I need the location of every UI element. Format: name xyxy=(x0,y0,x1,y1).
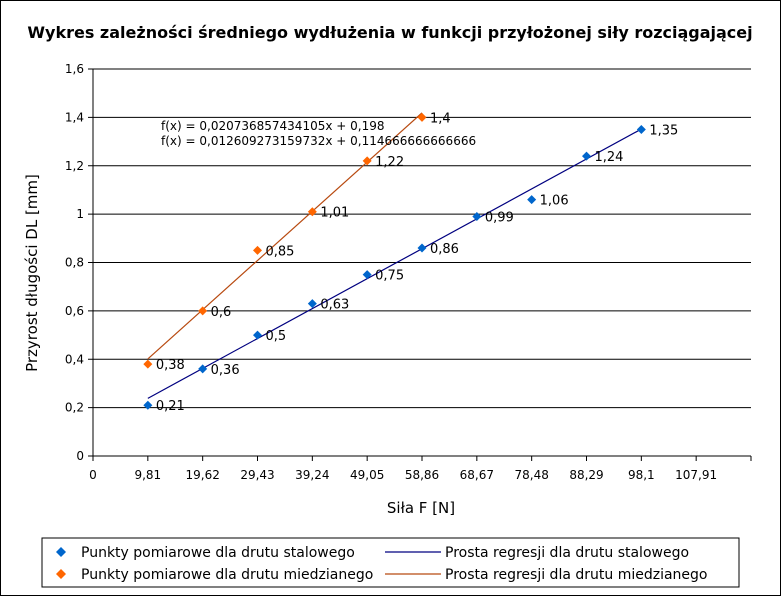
legend-label: Punkty pomiarowe dla drutu stalowego xyxy=(81,545,355,561)
data-point xyxy=(362,270,372,280)
y-axis-label: Przyrost długości DL [mm] xyxy=(23,174,41,372)
y-tick-label: 0,4 xyxy=(65,352,84,366)
data-point xyxy=(198,306,208,316)
data-label: 1,35 xyxy=(649,123,678,138)
data-label: 1,01 xyxy=(320,206,349,221)
x-tick-label: 68,67 xyxy=(460,468,494,482)
regression-line xyxy=(147,128,642,399)
y-tick-label: 1,2 xyxy=(65,159,84,173)
data-label: 0,36 xyxy=(211,363,240,378)
y-tick-label: 1,4 xyxy=(65,110,84,124)
data-point xyxy=(417,243,427,253)
x-tick-label: 39,24 xyxy=(295,468,329,482)
regression-equation: f(x) = 0,012609273159732x + 0,1146666666… xyxy=(161,134,476,148)
legend-label: Prosta regresji dla drutu miedzianego xyxy=(445,567,707,583)
data-point xyxy=(582,151,591,161)
point-layer: 0,21 0,36 0,5 0,63 0,75 0,86 0,99 1,06 1,24 1,35 0… xyxy=(143,111,678,414)
x-tick-label: 98,1 xyxy=(628,468,655,482)
data-point xyxy=(362,156,372,166)
x-tick-label: 88,29 xyxy=(569,468,603,482)
data-point xyxy=(636,124,646,134)
data-point xyxy=(253,330,262,340)
x-tick-label: 107,91 xyxy=(675,468,717,482)
legend-label: Prosta regresji dla drutu stalowego xyxy=(445,545,689,561)
data-label: 0,21 xyxy=(156,399,185,414)
data-point xyxy=(307,299,317,309)
y-tick-label: 1,6 xyxy=(65,62,84,76)
x-tick-label: 78,48 xyxy=(514,468,548,482)
regression-line xyxy=(147,112,423,360)
y-tick-label: 0,6 xyxy=(65,304,84,318)
regression-layer xyxy=(147,112,642,399)
data-point xyxy=(143,400,153,410)
data-label: 0,38 xyxy=(156,358,185,373)
y-tick-label: 0,8 xyxy=(65,256,84,270)
chart-title: Wykres zależności średniego wydłużenia w… xyxy=(27,23,752,42)
data-point xyxy=(527,195,537,205)
regression-equation: f(x) = 0,020736857434105x + 0,198 xyxy=(161,119,384,133)
x-tick-label: 29,43 xyxy=(240,468,274,482)
data-label: 0,5 xyxy=(266,329,287,344)
axis-layer: 0 0,2 0,4 0,6 0,8 1 1,2 1,4 1,6 0 9,81 19,62 29,43 39… xyxy=(65,62,752,482)
x-tick-label: 0 xyxy=(89,468,97,482)
legend-box xyxy=(41,537,740,588)
data-label: 0,63 xyxy=(320,298,349,313)
data-label: 0,86 xyxy=(430,242,459,257)
x-axis-label: Siła F [N] xyxy=(387,499,455,517)
x-tick-label: 9,81 xyxy=(134,468,161,482)
data-label: 1,22 xyxy=(375,155,404,170)
data-point xyxy=(253,245,262,255)
data-label: 1,24 xyxy=(595,150,624,165)
data-label: 0,99 xyxy=(485,211,514,226)
legend: Punkty pomiarowe dla drutu stalowego Pros… xyxy=(41,537,740,588)
data-point xyxy=(198,364,208,374)
y-tick-label: 0,2 xyxy=(65,401,84,415)
legend-label: Punkty pomiarowe dla drutu miedzianego xyxy=(81,567,373,583)
y-tick-label: 1 xyxy=(76,207,84,221)
y-tick-label: 0 xyxy=(76,449,84,463)
data-point xyxy=(143,359,153,369)
data-label: 0,85 xyxy=(266,244,295,259)
x-tick-label: 19,62 xyxy=(185,468,219,482)
legend-marker xyxy=(56,547,66,557)
data-label: 1,4 xyxy=(430,111,451,126)
data-point xyxy=(307,207,317,217)
x-tick-label: 49,05 xyxy=(350,468,384,482)
data-label: 0,6 xyxy=(211,305,232,320)
x-tick-label: 58,86 xyxy=(405,468,439,482)
legend-marker xyxy=(56,569,66,579)
data-label: 1,06 xyxy=(540,194,569,209)
data-point xyxy=(417,112,427,122)
data-point xyxy=(472,212,482,222)
data-label: 0,75 xyxy=(375,269,404,284)
